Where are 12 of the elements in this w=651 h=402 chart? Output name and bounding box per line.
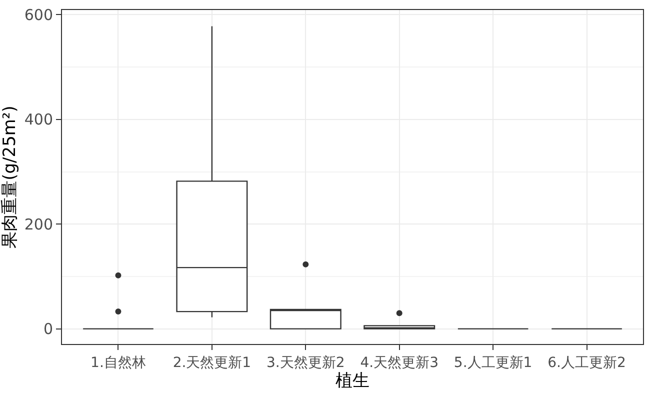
- x-tick-label: 4.天然更新3: [360, 354, 438, 371]
- y-axis-title: 果肉重量(g/25m²): [0, 106, 20, 248]
- y-tick-label: 400: [24, 110, 53, 129]
- x-axis-title: 植生: [336, 371, 370, 392]
- x-tick-label: 3.天然更新2: [266, 354, 345, 371]
- y-tick-label: 0: [43, 320, 53, 338]
- x-tick-label: 1.自然林: [90, 354, 146, 371]
- x-tick-label: 6.人工更新2: [548, 354, 626, 371]
- y-tick-label: 600: [24, 6, 53, 24]
- y-tick-label: 200: [24, 215, 53, 234]
- x-tick-label: 2.天然更新1: [172, 354, 252, 371]
- x-tick-label: 5.人工更新1: [454, 354, 532, 371]
